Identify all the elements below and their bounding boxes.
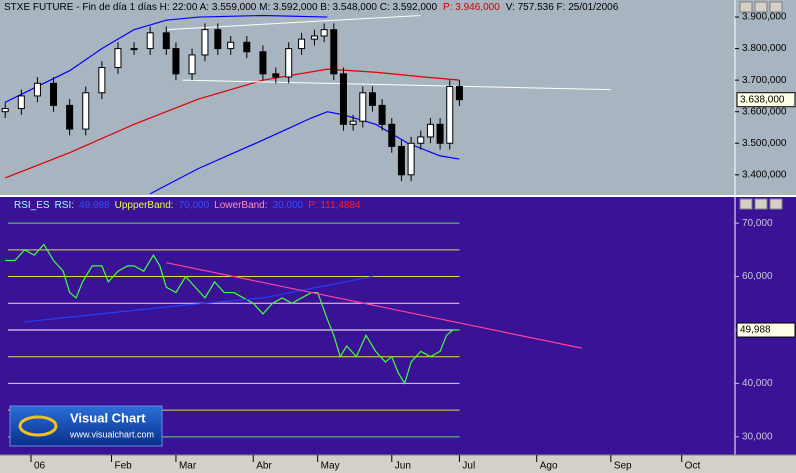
chart-header: STXE FUTURE - Fin de día 1 días H: 22:00… <box>4 2 619 13</box>
candle-body <box>114 48 122 69</box>
x-tick-label: 06 <box>34 461 46 472</box>
candle-body <box>455 85 463 101</box>
candle-body <box>146 32 154 50</box>
candle-body <box>17 95 25 110</box>
panel-button[interactable] <box>754 1 768 13</box>
candle-body <box>446 85 454 144</box>
candle-body <box>330 29 338 75</box>
trend-line <box>166 14 421 31</box>
moving-average <box>149 111 460 195</box>
x-tick-label: Jun <box>395 461 411 472</box>
y-tick-label: 3.500,000 <box>742 138 787 149</box>
legend-field: 70,000 <box>179 200 210 211</box>
x-tick-label: Ago <box>540 461 558 472</box>
candle-body <box>368 92 376 106</box>
legend-field: RSI_ES <box>14 200 50 211</box>
candle-body <box>388 123 396 147</box>
logo-url: www.visualchart.com <box>69 429 154 439</box>
logo-icon <box>18 415 58 437</box>
y-tick-label: 70,000 <box>742 218 773 229</box>
x-tick-label: Jul <box>462 461 475 472</box>
logo: Visual Chart www.visualchart.com <box>9 405 163 447</box>
candle-body <box>130 48 138 51</box>
rsi-line <box>24 275 373 323</box>
candle-body <box>162 32 170 50</box>
legend-field: UppperBand: <box>115 200 174 211</box>
candle-body <box>320 29 328 37</box>
candle-body <box>201 29 209 56</box>
candle-body <box>359 92 367 122</box>
panel-button[interactable] <box>739 198 753 210</box>
candle-body <box>436 123 444 144</box>
header-field: P: 3.946,000 <box>443 2 500 13</box>
panel-button[interactable] <box>754 198 768 210</box>
x-tick-label: Feb <box>115 461 133 472</box>
header-field: V: 757.536 F: 25/01/2006 <box>506 2 619 13</box>
legend-field: P: 111,4884 <box>308 200 361 211</box>
y-tick-label: 3.400,000 <box>742 169 787 180</box>
y-tick-label: 3.800,000 <box>742 43 787 54</box>
x-tick-label: Sep <box>614 461 632 472</box>
y-tick-label: 3.700,000 <box>742 75 787 86</box>
y-tick-label: 40,000 <box>742 378 773 389</box>
candle-body <box>33 82 41 97</box>
candle-body <box>227 41 235 50</box>
candle-body <box>426 123 434 138</box>
candle-body <box>272 73 280 78</box>
last-value-box <box>736 92 796 108</box>
candle-body <box>397 145 405 176</box>
panel-button[interactable] <box>769 1 783 13</box>
candle-body <box>298 38 306 50</box>
logo-title: Visual Chart <box>70 410 146 425</box>
candle-body <box>285 48 293 78</box>
y-tick-label: 30,000 <box>742 431 773 442</box>
y-tick-label: 3.600,000 <box>742 106 787 117</box>
time-axis <box>0 455 796 473</box>
legend-field: LowerBand: <box>214 200 267 211</box>
axes: 3.900,000 3.800,000 3.700,000 3.600,000 3.50… <box>4 2 796 472</box>
legend-field: RSI: <box>55 200 74 211</box>
x-tick-label: May <box>321 461 340 472</box>
candle-body <box>339 73 347 125</box>
candle-body <box>66 104 74 130</box>
candle-body <box>214 29 222 50</box>
panel-button[interactable] <box>769 198 783 210</box>
moving-average <box>4 14 328 103</box>
candle-body <box>310 35 318 40</box>
last-value-label: 49,988 <box>740 325 771 336</box>
candle-body <box>259 51 267 75</box>
x-tick-label: Oct <box>685 461 701 472</box>
legend-field: 49,988 <box>79 200 110 211</box>
logo-box <box>9 405 163 447</box>
candle-body <box>349 120 357 125</box>
candle-body <box>417 136 425 144</box>
candle-body <box>378 104 386 125</box>
rsi-line <box>166 262 582 349</box>
y-tick-label: 3.900,000 <box>742 12 787 23</box>
trend-line <box>182 79 611 91</box>
header-field: STXE FUTURE - Fin de día 1 días H: 22:00… <box>4 2 437 13</box>
panel-button[interactable] <box>739 1 753 13</box>
candle-body <box>50 82 58 106</box>
candle-body <box>188 54 196 75</box>
last-value-label: 3.638,000 <box>740 94 785 105</box>
candle-body <box>172 48 180 75</box>
x-tick-label: Mar <box>179 461 197 472</box>
candle-body <box>82 92 90 130</box>
y-tick-label: 60,000 <box>742 271 773 282</box>
last-value-box <box>736 322 796 338</box>
candle-body <box>407 142 415 176</box>
legend-field: 30,000 <box>273 200 304 211</box>
price-plot <box>1 14 611 195</box>
rsi-legend: RSI_ES RSI: 49,988 UppperBand: 70,000 LowerBa… <box>14 200 361 211</box>
candle-body <box>1 108 9 113</box>
candle-body <box>243 41 251 53</box>
rsi-line <box>5 243 460 385</box>
candle-body <box>98 67 106 94</box>
x-tick-label: Abr <box>256 461 272 472</box>
